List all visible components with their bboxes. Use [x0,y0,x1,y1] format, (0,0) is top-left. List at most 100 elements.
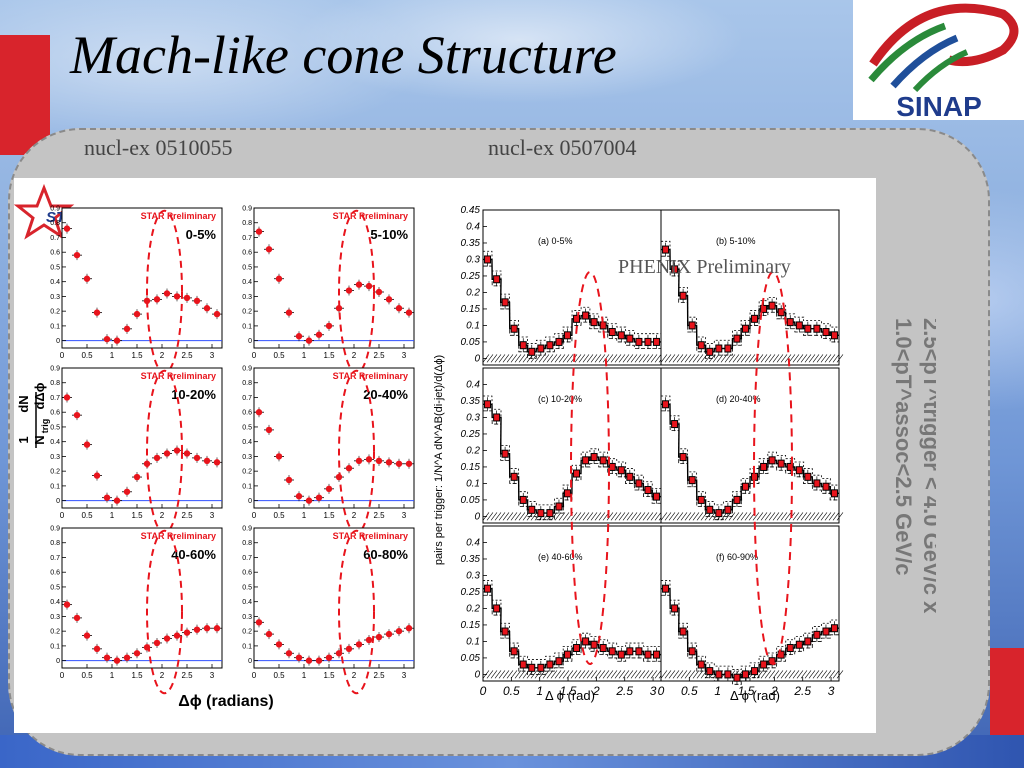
y-tick-label: 0.4 [466,221,480,232]
y-tick-label: 0.6 [242,410,252,417]
data-point [707,668,713,675]
y-tick-label: 0.6 [50,570,60,577]
zero-band-hatch [550,670,558,679]
y-tick-label: 0.35 [461,396,481,407]
zero-band-hatch [784,512,792,521]
x-tick-label: 3 [402,671,407,680]
data-point [636,480,642,487]
data-point [193,454,201,462]
x-tick-label: 0 [60,511,65,520]
zero-band-hatch [684,512,692,521]
zero-band-hatch [784,354,792,363]
zero-band-hatch [582,670,590,679]
data-point [761,463,767,470]
zero-band-hatch [630,670,638,679]
zero-band-hatch [574,670,582,679]
y-tick-label: 0.3 [242,454,252,461]
zero-band-hatch [664,512,672,521]
data-point [113,657,121,664]
zero-band-hatch [614,354,622,363]
zero-band-hatch [486,354,494,363]
data-point [663,401,669,408]
zero-band-hatch [550,354,558,363]
y-tick-label: 0.25 [461,587,481,598]
zero-band-hatch [768,512,776,521]
zero-band-hatch [650,354,658,363]
centrality-label: (b) 5-10% [716,236,756,246]
x-tick-label: 3 [210,671,215,680]
zero-band-hatch [606,670,614,679]
y-tick-label: 0.2 [50,309,60,316]
y-tick-label: 0.7 [50,395,60,402]
plot-frame [660,525,840,682]
data-point [133,650,141,657]
zero-band-hatch [554,354,562,363]
y-tick-label: 0.35 [461,238,481,249]
x-tick-label: 1.5 [323,671,335,680]
data-point [405,309,413,316]
data-point [564,490,570,497]
zero-band-hatch [792,512,800,521]
data-point [275,275,283,282]
data-point [707,348,713,355]
data-point [494,414,500,421]
data-point [583,312,589,319]
data-point [183,450,191,457]
zero-band-hatch [736,512,744,521]
x-tick-label: 0.5 [273,511,285,520]
y-tick-label: 0.1 [50,643,60,650]
data-point [627,648,633,655]
data-point [547,510,553,517]
zero-band-hatch [696,354,704,363]
zero-band-hatch [828,354,836,363]
x-tick-label: 1 [110,511,115,520]
data-point [163,450,171,457]
x-tick-label: 2 [352,671,357,680]
data-point [520,496,526,503]
data-point [355,281,363,288]
centrality-label: (f) 60-90% [716,552,758,562]
zero-band-hatch [614,512,622,521]
x-tick-label: 2.5 [373,351,385,360]
zero-band-hatch [828,512,836,521]
y-tick-label: 0.2 [466,603,480,614]
zero-band-hatch [796,670,804,679]
zero-band-hatch [768,670,776,679]
zero-band-hatch [502,512,510,521]
x-tick-label: 2 [160,671,165,680]
y-tick-label: 0.9 [50,206,60,213]
zero-band-hatch [638,670,646,679]
centrality-label: (a) 0-5% [538,236,573,246]
x-tick-label: 2 [352,511,357,520]
y-tick-label: 0 [474,511,480,522]
plot-frame [660,209,840,366]
zero-band-hatch [606,512,614,521]
y-tick-label: 0.2 [242,629,252,636]
data-point [627,335,633,342]
data-point [814,631,820,638]
data-point [752,473,758,480]
data-point [574,315,580,322]
pt-assoc-label: 1.0<pT^assoc<2.5 GeV/c [891,318,916,575]
zero-band-hatch [732,354,740,363]
data-point [600,645,606,652]
y-tick-label: 0.4 [242,599,252,606]
data-point [752,668,758,675]
data-point [805,325,811,332]
zero-band-hatch [498,512,506,521]
data-point [305,657,313,664]
data-point [734,674,740,681]
zero-band-hatch [812,512,820,521]
data-point [663,246,669,253]
y-tick-label: 0.8 [50,540,60,547]
data-point [742,671,748,678]
data-point [385,296,393,303]
data-point [574,470,580,477]
y-tick-label: 0 [474,353,480,364]
data-point [814,325,820,332]
data-point [73,251,81,259]
y-tick-label: 0.6 [242,570,252,577]
zero-band-hatch [542,354,550,363]
data-point [173,447,181,454]
data-point [494,605,500,612]
